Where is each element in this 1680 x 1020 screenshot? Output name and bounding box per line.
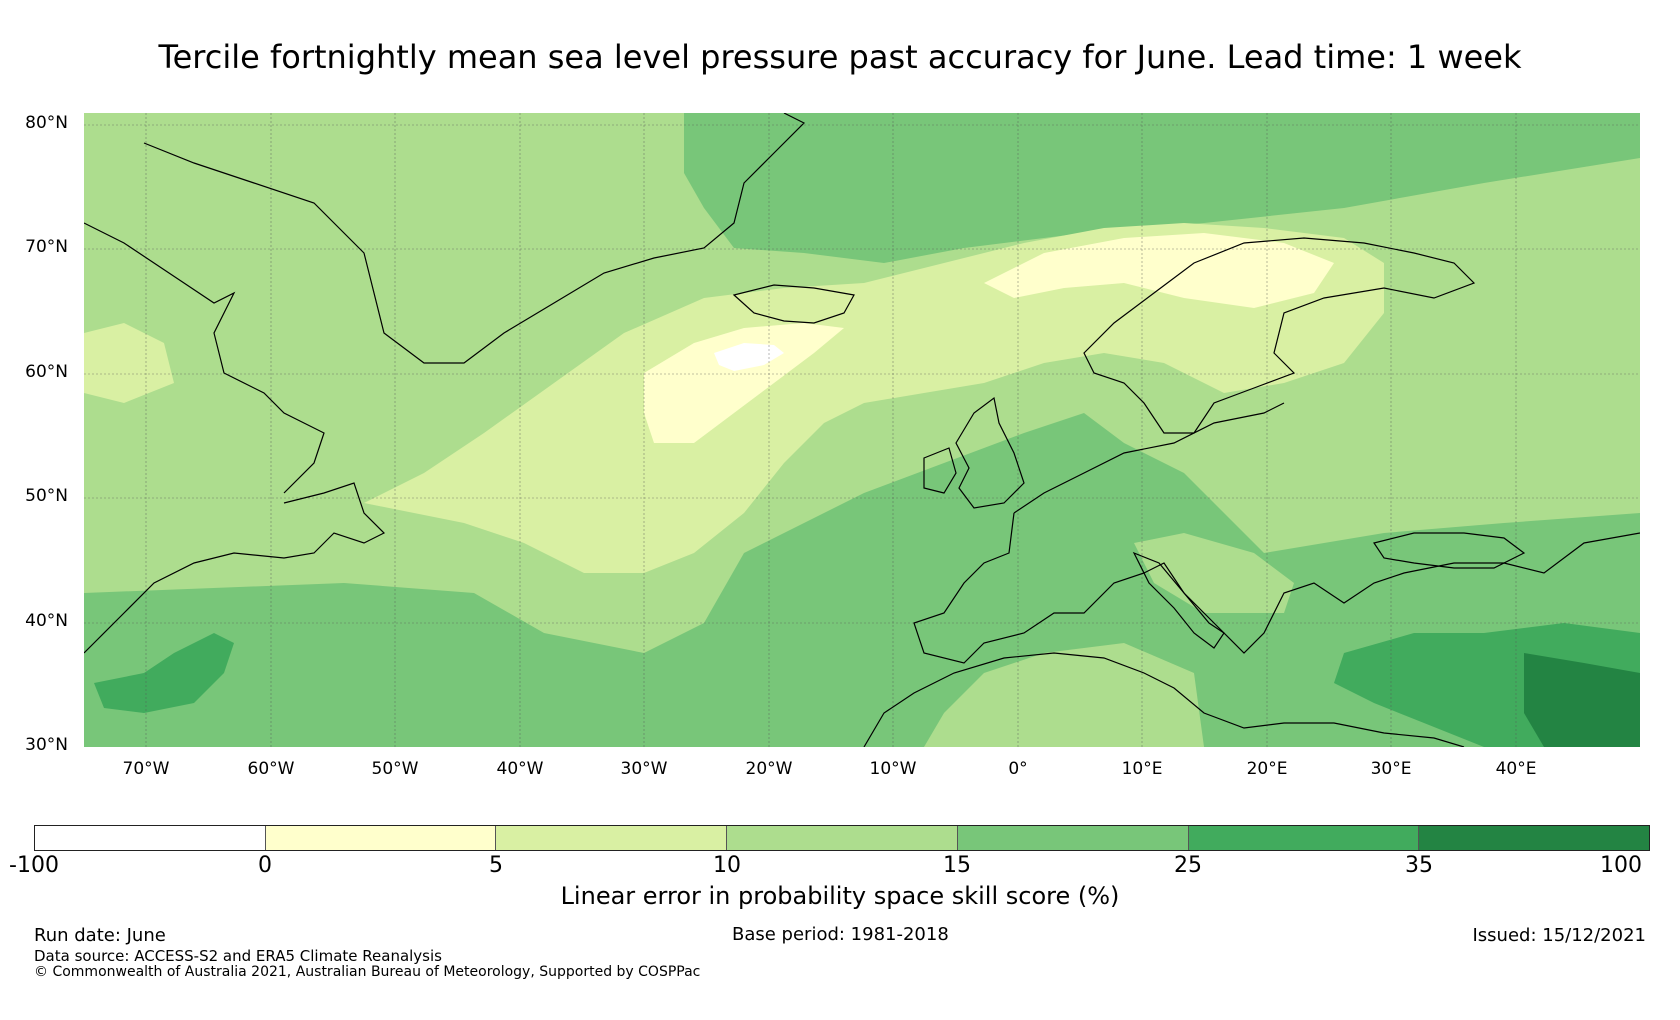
coast-europe — [913, 402, 1640, 664]
graticule — [84, 113, 1640, 747]
region-negative — [714, 343, 784, 371]
lon-label-50w: 50°W — [371, 759, 419, 779]
lon-label-10e: 10°E — [1121, 759, 1163, 779]
map-title: Tercile fortnightly mean sea level press… — [158, 38, 1522, 76]
region-15-25-south — [84, 413, 1640, 747]
coast-greenland — [143, 113, 806, 364]
lat-label-60n: 60°N — [25, 362, 68, 382]
lon-label-10w: 10°W — [869, 759, 917, 779]
lon-label-20w: 20°W — [745, 759, 793, 779]
lat-label-80n: 80°N — [25, 113, 68, 133]
colorbar — [34, 825, 1650, 851]
colorbar-tick: 10 — [713, 853, 741, 878]
colorbar-tick: 35 — [1405, 853, 1433, 878]
skill-score-map — [84, 113, 1640, 747]
coast-labrador — [84, 222, 325, 494]
region-0-5-atlantic — [644, 323, 844, 443]
base-period: Base period: 1981-2018 — [732, 924, 949, 945]
coast-ireland — [923, 447, 957, 494]
skill-regions — [84, 113, 1640, 747]
colorbar-segment — [1419, 826, 1650, 850]
colorbar-tick: 25 — [1174, 853, 1202, 878]
region-5-10-west — [84, 323, 174, 403]
lon-label-20e: 20°E — [1246, 759, 1288, 779]
region-25-35-west — [94, 633, 234, 713]
coastlines — [84, 113, 1640, 747]
run-date: Run date: June — [34, 925, 166, 946]
coast-black-sea — [1373, 532, 1526, 569]
lat-label-70n: 70°N — [25, 237, 68, 257]
lon-label-30e: 30°E — [1370, 759, 1412, 779]
colorbar-label: Linear error in probability space skill … — [560, 882, 1120, 910]
region-0-5-scandinavia — [984, 233, 1334, 308]
colorbar-tick: 5 — [489, 853, 503, 878]
lon-label-60w: 60°W — [247, 759, 295, 779]
colorbar-segment — [1188, 826, 1420, 850]
coast-africa — [863, 652, 1465, 747]
colorbar-segment — [265, 826, 497, 850]
region-15-25-north — [684, 113, 1640, 263]
coast-newfoundland — [84, 482, 386, 654]
colorbar-segment — [957, 826, 1189, 850]
coast-britain — [955, 396, 1025, 509]
colorbar-tick: 0 — [258, 853, 272, 878]
lat-label-40n: 40°N — [25, 611, 68, 631]
copyright: © Commonwealth of Australia 2021, Austra… — [34, 964, 701, 980]
lat-label-30n: 30°N — [25, 735, 68, 755]
lon-label-0: 0° — [1008, 759, 1028, 779]
lon-label-40w: 40°W — [496, 759, 544, 779]
colorbar-segment — [496, 826, 728, 850]
coast-scandinavia — [1083, 237, 1476, 434]
lon-label-40e: 40°E — [1495, 759, 1537, 779]
region-35-100 — [1524, 653, 1640, 747]
colorbar-segment — [35, 826, 266, 850]
coast-iceland — [732, 284, 855, 324]
lon-label-70w: 70°W — [122, 759, 170, 779]
colorbar-tick: 100 — [1600, 853, 1642, 878]
lat-label-50n: 50°N — [25, 486, 68, 506]
lon-label-30w: 30°W — [620, 759, 668, 779]
coast-italy — [1132, 551, 1225, 649]
issued-date: Issued: 15/12/2021 — [1472, 925, 1646, 946]
colorbar-tick: -100 — [9, 853, 59, 878]
region-5-10-band — [364, 223, 1384, 573]
colorbar-segment — [727, 826, 958, 850]
colorbar-tick: 15 — [943, 853, 971, 878]
region-10-15-med — [1134, 533, 1294, 613]
data-source: Data source: ACCESS-S2 and ERA5 Climate … — [34, 947, 442, 965]
